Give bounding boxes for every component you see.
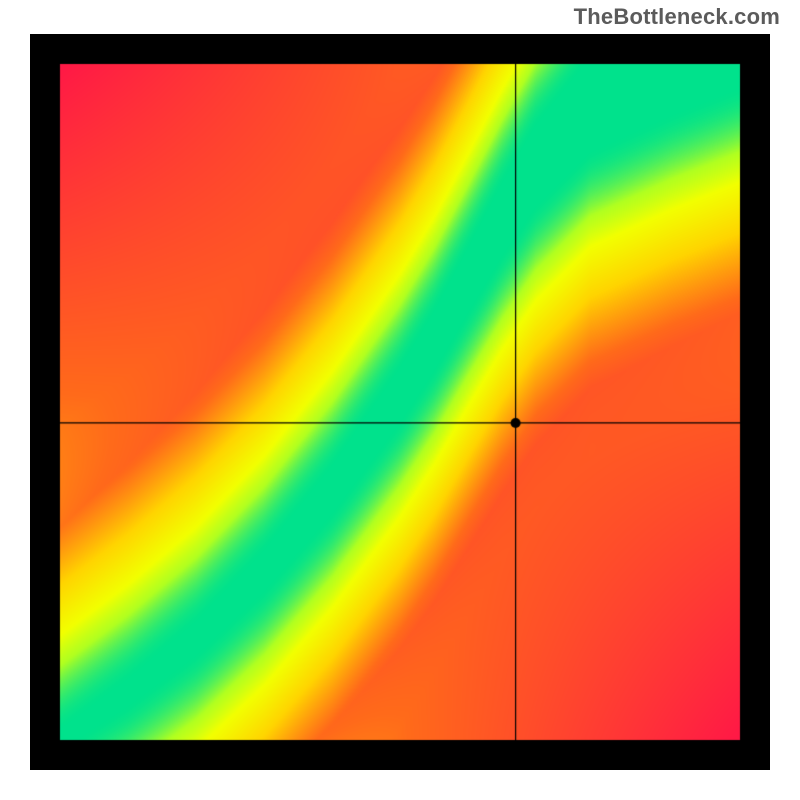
heatmap-plot	[30, 34, 770, 770]
heatmap-canvas	[30, 34, 770, 770]
attribution-label: TheBottleneck.com	[574, 4, 780, 30]
chart-container: TheBottleneck.com	[0, 0, 800, 800]
